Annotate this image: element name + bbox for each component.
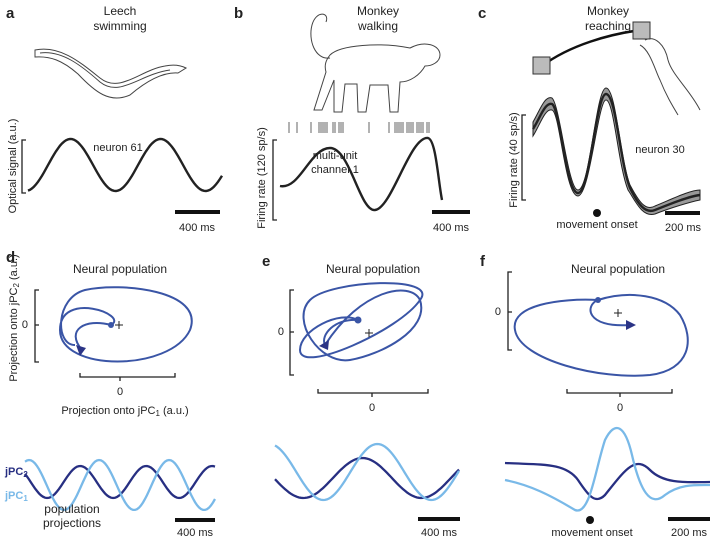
legend-caption: population <box>44 502 99 516</box>
arrowhead <box>626 320 636 330</box>
y-axis-label: Optical signal (a.u.) <box>7 119 19 214</box>
start-dot <box>595 297 601 303</box>
origin-marker <box>614 309 622 317</box>
scale-label: 400 ms <box>421 527 458 539</box>
monkey-drawing <box>310 13 441 113</box>
start-dot <box>108 322 114 328</box>
trajectory <box>298 282 424 362</box>
trajectory <box>513 294 689 377</box>
y-axis-label: Firing rate (40 sp/s) <box>508 112 520 207</box>
jpc1-trace <box>24 458 216 512</box>
tick-label: 0 <box>278 326 284 338</box>
hand-drawing <box>639 38 701 116</box>
axis-bracket <box>507 271 512 351</box>
panel-title: Monkey <box>357 4 399 18</box>
event-label: movement onset <box>551 527 632 539</box>
trace <box>279 136 444 212</box>
tick-label: 0 <box>369 402 375 414</box>
tick-label: 0 <box>117 386 123 398</box>
legend-label: jPC2 <box>4 466 28 479</box>
panel-letter: e <box>262 253 270 270</box>
scale-label: 400 ms <box>177 527 214 539</box>
y-axis-label: Firing rate (120 sp/s) <box>256 127 268 228</box>
panel-title: Neural population <box>326 262 420 276</box>
panel-title: Leech <box>104 4 137 18</box>
trace-label: channel 1 <box>311 164 359 176</box>
panel-letter: f <box>480 253 486 270</box>
scale-label: 200 ms <box>671 527 708 539</box>
axis-bracket <box>79 373 176 381</box>
trace-label: neuron 61 <box>93 142 143 154</box>
panel-title: reaching <box>585 19 631 33</box>
event-marker <box>593 209 601 217</box>
panel-title: Monkey <box>587 4 629 18</box>
start-dot <box>354 316 362 324</box>
spike-raster <box>288 122 430 133</box>
scale-label: 400 ms <box>433 222 470 234</box>
x-axis-label: Projection onto jPC1 (a.u.) <box>61 405 188 418</box>
trace-label: neuron 30 <box>635 144 685 156</box>
leech-drawing <box>34 48 188 99</box>
panel-title: Neural population <box>571 262 665 276</box>
trace <box>531 92 701 213</box>
leech-drawing <box>39 52 171 88</box>
scale-label: 200 ms <box>665 222 702 234</box>
panel-letter: a <box>6 5 15 22</box>
axis-bracket <box>566 389 673 397</box>
panel-title: walking <box>357 19 398 33</box>
target <box>632 21 651 40</box>
trace-label: multi-unit <box>313 150 358 162</box>
event-marker <box>586 516 594 524</box>
axis-bracket <box>21 139 26 194</box>
tick-label: 0 <box>495 306 501 318</box>
origin-marker <box>365 329 373 337</box>
jpc2-trace <box>274 456 460 500</box>
axis-bracket <box>317 389 429 397</box>
trace <box>27 137 224 193</box>
trajectory <box>58 286 193 363</box>
axis-bracket <box>34 289 39 363</box>
arrowhead <box>319 340 329 350</box>
legend-label: jPC1 <box>4 490 28 503</box>
legend-caption: projections <box>43 516 101 530</box>
axis-bracket <box>289 289 294 376</box>
panel-letter: b <box>234 5 243 22</box>
axis-bracket <box>272 139 277 221</box>
jpc1-trace <box>504 427 711 512</box>
event-label: movement onset <box>556 219 637 231</box>
tick-label: 0 <box>617 402 623 414</box>
target <box>532 56 551 75</box>
reach-path <box>541 28 642 68</box>
jpc1-trace <box>274 442 460 502</box>
y-axis-label: Projection onto jPC2 (a.u.) <box>8 254 21 381</box>
panel-title: Neural population <box>73 262 167 276</box>
origin-marker <box>115 321 123 329</box>
panel-letter: d <box>6 249 15 266</box>
arrowhead <box>76 345 86 356</box>
panel-title: swimming <box>93 19 146 33</box>
jpc2-trace <box>504 461 711 501</box>
panel-letter: c <box>478 5 486 22</box>
axis-bracket <box>521 114 526 201</box>
scale-label: 400 ms <box>179 222 216 234</box>
tick-label: 0 <box>22 319 28 331</box>
